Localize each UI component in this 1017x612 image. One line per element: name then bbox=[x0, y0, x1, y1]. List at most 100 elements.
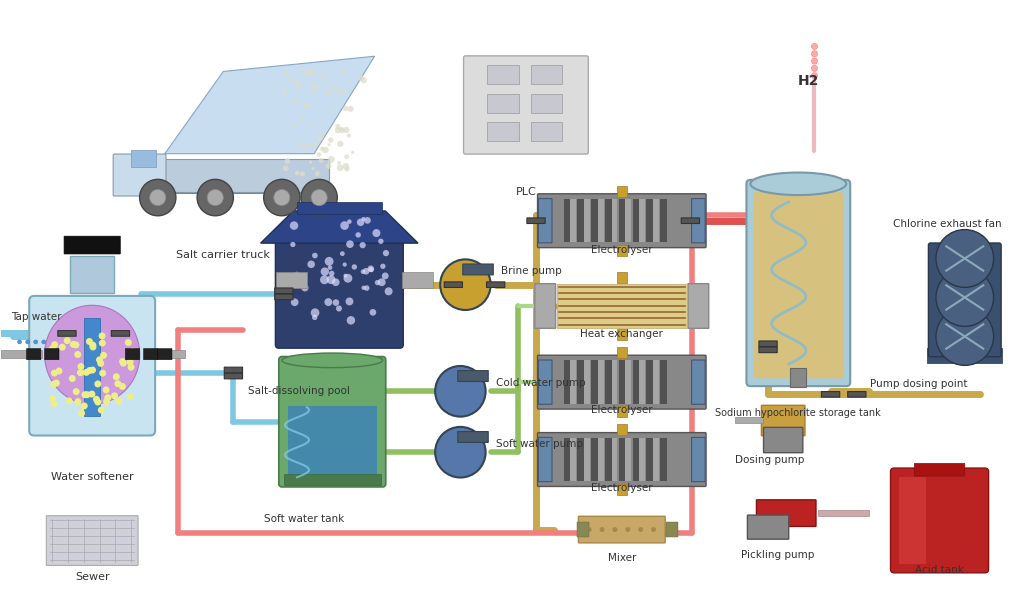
Circle shape bbox=[98, 406, 105, 414]
Circle shape bbox=[382, 250, 390, 256]
Bar bbox=[616, 272, 626, 283]
FancyBboxPatch shape bbox=[64, 236, 120, 254]
Bar bbox=[403, 272, 432, 288]
Circle shape bbox=[129, 348, 136, 355]
Circle shape bbox=[59, 344, 66, 351]
Circle shape bbox=[53, 379, 60, 387]
Circle shape bbox=[587, 527, 592, 532]
Circle shape bbox=[333, 299, 340, 306]
Bar bbox=[618, 360, 625, 404]
Circle shape bbox=[99, 332, 106, 339]
FancyBboxPatch shape bbox=[125, 349, 139, 360]
Circle shape bbox=[936, 308, 994, 365]
FancyBboxPatch shape bbox=[486, 282, 504, 288]
Circle shape bbox=[77, 369, 84, 376]
FancyBboxPatch shape bbox=[458, 371, 488, 381]
Bar bbox=[899, 477, 925, 564]
Bar bbox=[531, 122, 562, 141]
Text: Cold water pump: Cold water pump bbox=[495, 378, 586, 388]
Bar bbox=[578, 199, 584, 242]
FancyBboxPatch shape bbox=[848, 392, 865, 397]
Circle shape bbox=[309, 69, 315, 75]
Circle shape bbox=[340, 252, 345, 256]
Circle shape bbox=[74, 398, 81, 405]
Bar bbox=[618, 438, 625, 481]
Circle shape bbox=[99, 340, 106, 346]
Circle shape bbox=[936, 269, 994, 326]
Circle shape bbox=[298, 142, 303, 147]
Circle shape bbox=[119, 383, 126, 390]
Bar bbox=[734, 417, 763, 423]
Circle shape bbox=[600, 527, 604, 532]
Circle shape bbox=[301, 179, 338, 216]
Circle shape bbox=[328, 161, 332, 165]
Text: Sewer: Sewer bbox=[75, 572, 110, 582]
Bar bbox=[284, 474, 380, 485]
Bar bbox=[598, 199, 604, 242]
Circle shape bbox=[363, 268, 369, 275]
Circle shape bbox=[96, 356, 103, 364]
Circle shape bbox=[82, 369, 89, 376]
Circle shape bbox=[327, 156, 335, 163]
Circle shape bbox=[98, 360, 104, 367]
Bar bbox=[653, 360, 659, 404]
Circle shape bbox=[327, 143, 331, 146]
Bar bbox=[571, 360, 576, 404]
Text: Electrolyser: Electrolyser bbox=[591, 483, 653, 493]
Circle shape bbox=[336, 124, 341, 129]
Circle shape bbox=[338, 141, 344, 147]
FancyBboxPatch shape bbox=[692, 438, 705, 482]
Circle shape bbox=[78, 409, 85, 417]
Circle shape bbox=[89, 367, 96, 373]
Circle shape bbox=[310, 84, 317, 90]
Circle shape bbox=[70, 341, 76, 348]
Circle shape bbox=[326, 89, 332, 95]
Circle shape bbox=[368, 267, 374, 272]
Bar bbox=[666, 522, 678, 537]
Circle shape bbox=[293, 272, 301, 280]
Bar bbox=[84, 318, 101, 416]
FancyBboxPatch shape bbox=[464, 56, 589, 154]
Circle shape bbox=[139, 179, 176, 216]
FancyBboxPatch shape bbox=[47, 516, 138, 565]
Circle shape bbox=[312, 315, 317, 320]
Circle shape bbox=[149, 190, 166, 206]
Bar bbox=[591, 199, 598, 242]
Circle shape bbox=[324, 129, 327, 132]
Bar bbox=[487, 122, 519, 141]
Circle shape bbox=[311, 190, 327, 206]
Circle shape bbox=[274, 190, 290, 206]
Bar bbox=[571, 438, 576, 481]
Circle shape bbox=[377, 278, 385, 286]
Circle shape bbox=[380, 264, 385, 269]
Circle shape bbox=[295, 81, 301, 87]
Circle shape bbox=[364, 217, 371, 224]
Ellipse shape bbox=[751, 173, 846, 195]
Bar bbox=[647, 360, 653, 404]
Polygon shape bbox=[260, 211, 418, 243]
Circle shape bbox=[307, 261, 315, 268]
Circle shape bbox=[440, 259, 490, 310]
Bar bbox=[616, 329, 626, 340]
Text: Electrolyser: Electrolyser bbox=[591, 405, 653, 416]
Text: Soft water tank: Soft water tank bbox=[263, 514, 344, 524]
Circle shape bbox=[367, 266, 374, 272]
Circle shape bbox=[359, 75, 364, 81]
Text: Salt-dissolving pool: Salt-dissolving pool bbox=[248, 386, 350, 397]
FancyBboxPatch shape bbox=[759, 347, 777, 353]
Bar bbox=[563, 438, 571, 481]
Circle shape bbox=[207, 190, 224, 206]
Bar bbox=[487, 65, 519, 84]
Circle shape bbox=[51, 400, 58, 408]
FancyBboxPatch shape bbox=[275, 294, 293, 300]
Circle shape bbox=[111, 392, 118, 399]
Text: Brine pump: Brine pump bbox=[500, 266, 561, 277]
Text: Mixer: Mixer bbox=[607, 553, 636, 563]
Circle shape bbox=[51, 341, 58, 348]
Circle shape bbox=[49, 346, 56, 353]
Circle shape bbox=[95, 381, 102, 387]
Circle shape bbox=[72, 388, 79, 395]
Circle shape bbox=[318, 158, 323, 163]
Circle shape bbox=[332, 278, 340, 286]
FancyBboxPatch shape bbox=[579, 517, 665, 543]
